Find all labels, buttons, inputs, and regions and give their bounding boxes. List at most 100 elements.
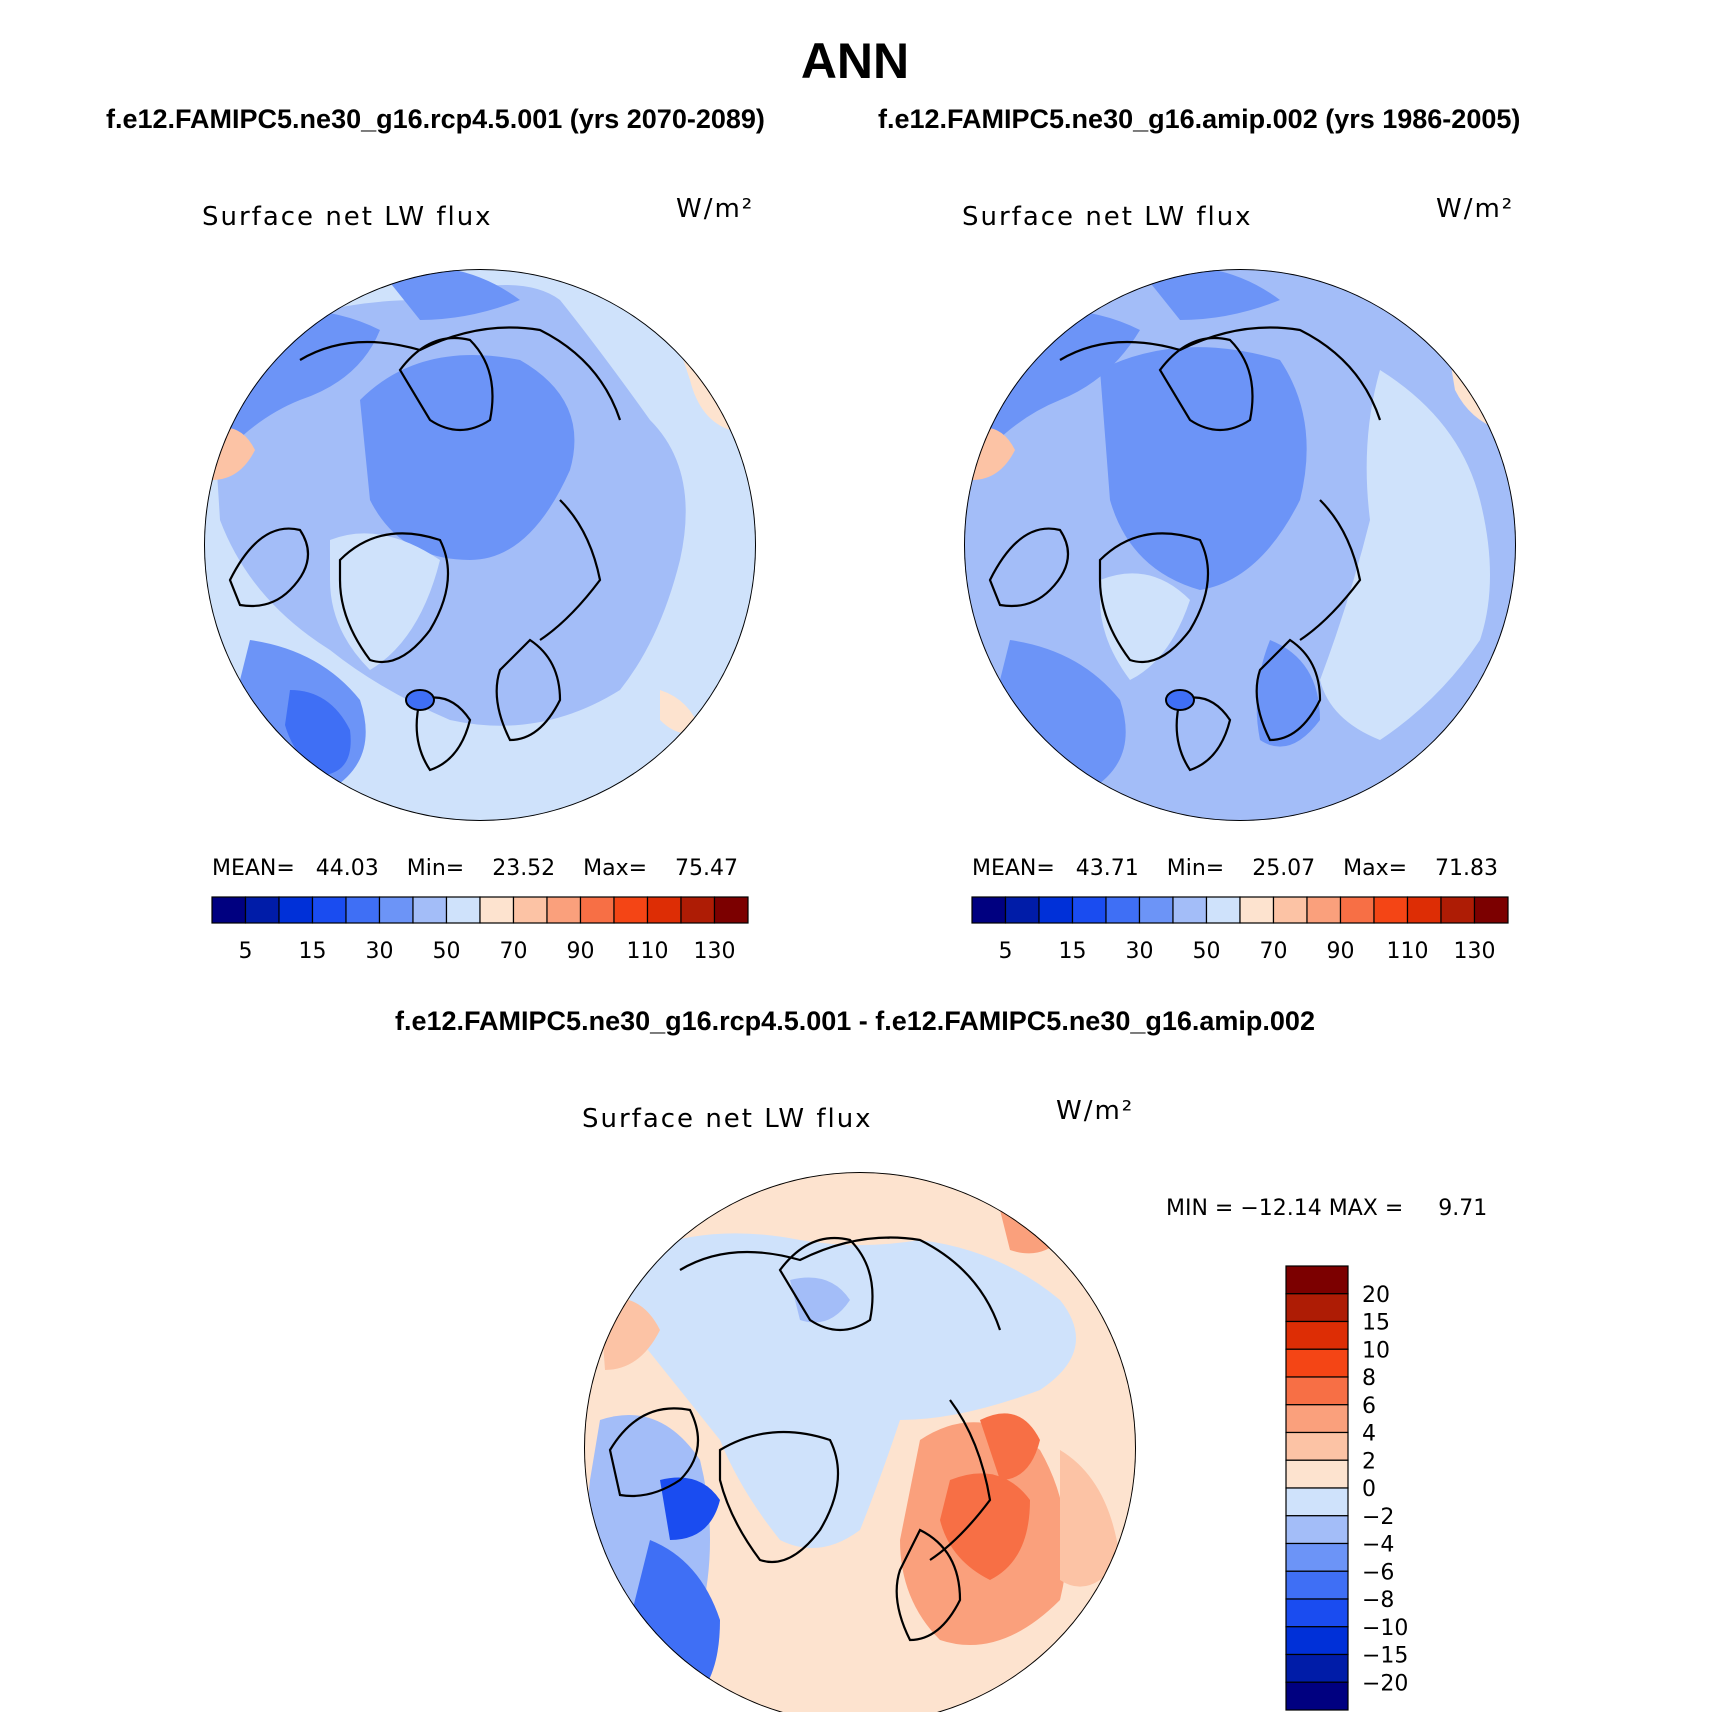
panel3-colorbar-tick-label: 2 [1362,1449,1376,1474]
panel2-colorbar-tick-label: 5 [999,939,1013,964]
panel2-colorbar-swatch [1138,896,1174,924]
panel3-colorbar-swatch [1285,1626,1349,1656]
panel2-colorbar-tick-label: 70 [1260,939,1288,964]
panel2-colorbar-swatch [1339,896,1375,924]
panel1-colorbar-swatch [546,896,582,924]
left-case-title: f.e12.FAMIPC5.ne30_g16.rcp4.5.001 (yrs 2… [106,104,765,134]
panel2-coastline [1255,638,1322,742]
panel3-colorbar-tick-label: −4 [1362,1533,1394,1558]
panel1-colorbar-swatch [244,896,280,924]
panel2-colorbar: 5 15 30 50 70 90 110 130 [971,896,1509,964]
panel3-colorbar-swatch [1285,1431,1349,1461]
panel1-coastline [415,696,472,772]
panel3-coastline [778,1236,874,1331]
panel3-colorbar-tick-label: 6 [1362,1394,1376,1419]
difference-title: f.e12.FAMIPC5.ne30_g16.rcp4.5.001 - f.e1… [395,1006,1315,1036]
panel2-colorbar-tick-label: 30 [1126,939,1154,964]
panel3-colorbar-tick-label: −15 [1362,1644,1408,1669]
panel1-coastline [495,638,562,742]
panel1-coastline [338,532,450,664]
panel1-coastline [228,527,310,608]
panel2-colorbar-swatch [1239,896,1275,924]
panel2-colorbar-swatch [1172,896,1208,924]
panel3-field-region [1060,1450,1120,1587]
panel3-colorbar-swatch [1285,1681,1349,1711]
panel1-colorbar-swatch [680,896,716,924]
panel2-colorbar-tick-label: 130 [1454,939,1496,964]
panel2-field-region [1140,269,1280,320]
panel3-colorbar-swatch [1285,1265,1349,1295]
panel3-variable-label: Surface net LW flux [582,1104,873,1134]
panel2-coastline [1158,336,1254,431]
panel2-field-region [1320,370,1490,740]
panel1-variable-label: Surface net LW flux [202,202,493,232]
panel1-colorbar-tick-label: 130 [694,939,736,964]
figure-title: ANN [800,33,910,89]
panel1-coastline [398,336,494,431]
panel2-variable-label: Surface net LW flux [962,202,1253,232]
panel2-map [964,269,1516,821]
panel1-coastline [539,499,602,641]
panel1-colorbar-swatch [479,896,515,924]
panel3-colorbar-swatch [1285,1598,1349,1628]
panel2-coastline-iceland [1165,689,1195,711]
panel3-coastline [929,1399,992,1561]
panel3-colorbar-swatch [1285,1542,1349,1572]
panel3-coastline [718,1430,840,1564]
panel1-colorbar-swatch [311,896,347,924]
panel3-colorbar-swatch [1285,1348,1349,1378]
panel2-colorbar-tick-label: 110 [1387,939,1429,964]
panel3-colorbar-swatch [1285,1376,1349,1406]
panel3-colorbar-tick-label: −6 [1362,1560,1394,1585]
panel2-colorbar-swatch [1071,896,1107,924]
panel1-field-region [330,533,440,670]
panel3-colorbar-swatch [1285,1570,1349,1600]
panel2-field-region [1100,347,1307,590]
panel2-colorbar-swatch [1406,896,1442,924]
panel1-colorbar-swatch [278,896,314,924]
panel1-field-region [660,690,700,734]
panel1-field-region [285,690,351,775]
panel2-coastline [1299,499,1362,641]
panel3-colorbar-tick-label: 10 [1362,1338,1390,1363]
panel1-colorbar-swatch [713,896,749,924]
panel3-colorbar-tick-label: −20 [1362,1671,1408,1696]
panel1-colorbar-swatch [613,896,649,924]
panel1-colorbar-tick-label: 90 [567,939,595,964]
panel3-colorbar-swatch [1285,1404,1349,1434]
panel1-field-region [380,269,520,320]
panel3-coastline [679,1236,1002,1331]
panel3-units-label: W/m² [1056,1096,1135,1126]
panel1-colorbar-swatch [579,896,615,924]
panel3-colorbar-tick-label: −10 [1362,1616,1408,1641]
panel1-coastline-iceland [405,689,435,711]
panel1-colorbar-tick-label: 50 [433,939,461,964]
panel2-colorbar-swatch [1306,896,1342,924]
panel3-colorbar-tick-label: 4 [1362,1422,1376,1447]
panel2-coastline [1059,326,1382,421]
panel3-colorbar-swatch [1285,1515,1349,1545]
panel1-colorbar-tick-label: 70 [500,939,528,964]
panel2-coastline [1175,696,1232,772]
panel3-colorbar-swatch [1285,1653,1349,1683]
panel3-field-region [980,1413,1040,1480]
panel1-colorbar-swatch [646,896,682,924]
panel3-colorbar-swatch [1285,1293,1349,1323]
panel2-stats: MEAN= 43.71 Min= 25.07 Max= 71.83 [972,856,1499,881]
panel1-colorbar-swatch [512,896,548,924]
panel3-field-region [940,1473,1030,1580]
panel3-colorbar-tick-label: −8 [1362,1588,1394,1613]
panel1-coastline [299,326,622,421]
panel2-colorbar-swatch [1105,896,1141,924]
panel3-colorbar-swatch [1285,1320,1349,1350]
panel3-colorbar-tick-label: 8 [1362,1366,1376,1391]
panel1-colorbar-swatch [378,896,414,924]
panel3-field-region [660,1477,720,1540]
panel1-colorbar: 5 15 30 50 70 90 110 130 [211,896,749,964]
panel3-stats: MIN = −12.14 MAX = 9.71 [1166,1196,1488,1221]
panel1-stats: MEAN= 44.03 Min= 23.52 Max= 75.47 [212,856,739,881]
panel2-colorbar-tick-label: 90 [1327,939,1355,964]
panel2-field-region [1256,640,1320,747]
panel1-colorbar-swatch [345,896,381,924]
